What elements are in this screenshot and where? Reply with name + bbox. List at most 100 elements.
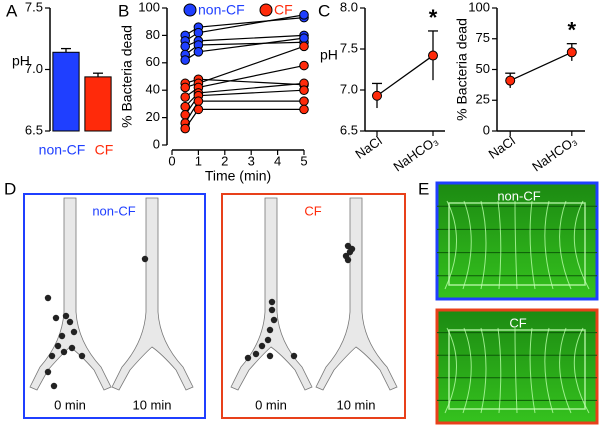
y-tick-label: 80 (146, 27, 160, 42)
particle (266, 326, 274, 334)
x-tick-label: CF (95, 142, 114, 158)
y-axis-label: pH (320, 47, 338, 63)
y-tick-label: 60 (146, 54, 160, 69)
bar (52, 51, 80, 132)
filament (448, 329, 586, 410)
particle (62, 312, 70, 320)
particle (268, 298, 276, 306)
x-tick-label: 2 (221, 153, 228, 168)
y-tick-label: 25 (476, 92, 490, 107)
legend-marker (259, 3, 273, 17)
filament (529, 200, 536, 290)
airway-title: CF (304, 203, 321, 218)
y-tick-label: 6.5 (25, 122, 43, 137)
point (299, 96, 309, 106)
series-line (184, 108, 304, 129)
particle (244, 354, 252, 362)
filament (559, 327, 572, 414)
airway-title: non-CF (92, 203, 135, 218)
y-tick-label: 100 (138, 0, 160, 14)
time-label: 10 min (132, 397, 171, 412)
mesh (437, 200, 597, 414)
point (299, 104, 309, 115)
point (428, 50, 438, 61)
y-axis-label: pH (12, 53, 30, 69)
airway-box (23, 193, 206, 419)
time-label: 0 min (54, 397, 86, 412)
point (193, 96, 204, 106)
x-axis-label: Time (min) (205, 168, 271, 184)
point (372, 90, 382, 101)
time-label: 0 min (255, 397, 287, 412)
particle (141, 255, 149, 263)
x-tick-label: 3 (248, 153, 255, 168)
y-tick-label: 50 (476, 61, 490, 76)
point (180, 92, 190, 102)
filament (462, 327, 472, 414)
filament (529, 327, 536, 414)
filament (462, 200, 472, 290)
annotation: * (429, 5, 438, 30)
filament (514, 327, 518, 414)
x-tick-label: 5 (300, 153, 307, 168)
y-axis-label: % Bacteria dead (119, 25, 135, 128)
point (566, 47, 577, 58)
particle (60, 348, 68, 356)
y-tick-label: 0 (153, 136, 160, 151)
particle (252, 350, 260, 358)
x-tick-label: NaHCO₃ (390, 133, 440, 174)
particle (266, 352, 274, 360)
y-tick-label: 6.5 (340, 122, 358, 137)
annotation: * (568, 17, 577, 42)
particle (68, 344, 76, 352)
particle (268, 306, 276, 314)
time-label: 10 min (336, 397, 375, 412)
particle (54, 342, 62, 350)
point (180, 82, 190, 93)
airway-shape (230, 197, 313, 391)
legend-marker (183, 3, 197, 17)
y-axis-label: % Bacteria dead (454, 18, 470, 121)
filament (497, 327, 502, 414)
legend-label: non-CF (198, 2, 245, 18)
particle (348, 245, 356, 253)
point (180, 41, 190, 52)
particle (48, 352, 56, 360)
particle (258, 342, 266, 350)
filament (514, 200, 518, 290)
filament (448, 202, 586, 286)
airway-shape (315, 197, 398, 391)
filament (497, 200, 502, 290)
y-tick-label: 100 (468, 0, 490, 14)
filament (480, 327, 487, 414)
x-tick-label: 1 (195, 153, 202, 168)
particle (66, 318, 74, 326)
panel-label: C (318, 1, 330, 20)
particle (78, 352, 86, 360)
particle (44, 368, 52, 376)
connector (376, 55, 434, 97)
y-tick-label: 7.5 (25, 0, 43, 14)
point (193, 104, 204, 115)
particle (50, 382, 58, 390)
x-tick-label: 0 (168, 153, 175, 168)
point (299, 85, 309, 95)
y-tick-label: 7.5 (340, 40, 358, 55)
y-tick-label: 8.0 (340, 0, 358, 14)
point (299, 60, 309, 71)
particle (264, 336, 272, 344)
airway-models (29, 197, 398, 391)
image-title: CF (509, 315, 526, 330)
point (505, 75, 516, 86)
panel-label: A (6, 1, 18, 20)
airway-shape (111, 197, 194, 391)
panel-label: D (4, 179, 16, 198)
filament (559, 200, 572, 290)
filament (544, 200, 554, 290)
particle (52, 314, 60, 322)
point (193, 47, 204, 57)
filament (480, 200, 487, 290)
y-tick-label: 0 (483, 122, 490, 137)
